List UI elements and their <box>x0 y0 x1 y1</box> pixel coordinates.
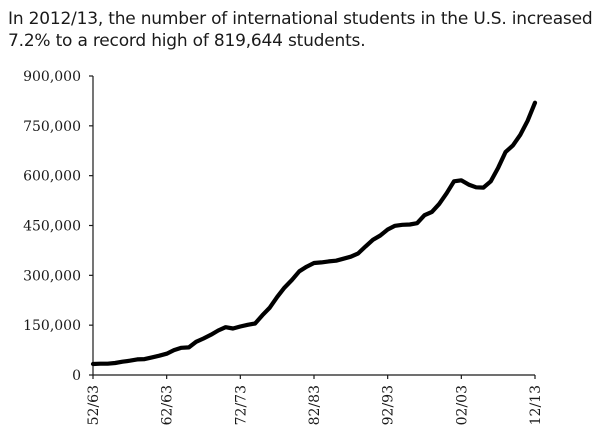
x-tick-label: 62/63 <box>160 385 176 425</box>
series-group <box>90 100 538 367</box>
y-tick-label: 150,000 <box>23 318 81 334</box>
x-tick-label: 72/73 <box>233 385 249 425</box>
y-tick-label: 0 <box>72 368 81 384</box>
y-axis: 0 150,000 300,000 450,000 600,000 750,000 900,… <box>23 69 94 384</box>
x-tick-label: 12/13 <box>528 385 544 425</box>
x-tick-label: 82/83 <box>307 385 323 425</box>
chart-title: In 2012/13, the number of international … <box>8 9 593 51</box>
y-tick-label: 450,000 <box>23 219 81 235</box>
x-tick-label: 92/93 <box>381 385 397 425</box>
y-tick-label: 600,000 <box>23 169 81 185</box>
y-tick-label: 750,000 <box>23 119 81 135</box>
series-line-0 <box>90 100 538 367</box>
x-tick-label: 52/63 <box>86 385 102 425</box>
x-axis: 52/63 62/63 72/73 82/83 92/93 02/03 12/13 <box>86 374 544 425</box>
x-tick-label: 02/03 <box>454 385 470 425</box>
y-tick-label: 900,000 <box>23 69 81 85</box>
y-tick-label: 300,000 <box>23 268 81 284</box>
